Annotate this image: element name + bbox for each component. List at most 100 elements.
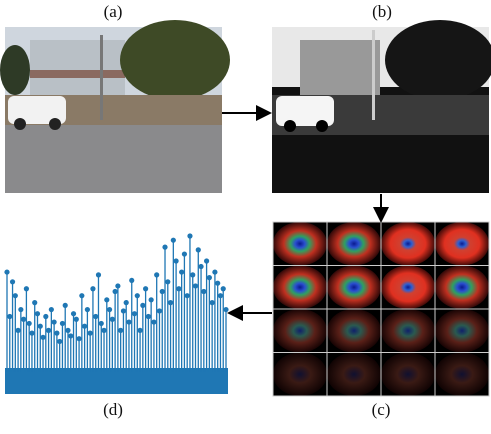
stem-marker [82, 324, 87, 329]
stem-marker [13, 293, 18, 298]
stem-marker [221, 286, 226, 291]
stem-marker [218, 293, 223, 298]
stem-marker [196, 247, 201, 252]
stem-marker [43, 314, 48, 319]
stem-marker [179, 269, 184, 274]
stem-marker [49, 307, 54, 312]
stem-marker [96, 272, 101, 277]
stem-marker [210, 300, 215, 305]
stem-marker [113, 289, 118, 294]
stem-marker [46, 328, 51, 333]
stem-marker [52, 319, 57, 324]
stem-marker [74, 317, 79, 322]
stem-marker [151, 319, 156, 324]
stem-marker [154, 272, 159, 277]
stem-marker [79, 293, 84, 298]
feature-map [273, 309, 327, 353]
panel-label: (a) [104, 2, 123, 21]
stem-marker [24, 286, 29, 291]
feature-map [327, 353, 381, 397]
panel-label: (c) [372, 400, 391, 419]
stem-marker [162, 245, 167, 250]
stem-marker [165, 279, 170, 284]
stem-marker [29, 331, 34, 336]
stem-marker [121, 308, 126, 313]
feature-map [327, 222, 381, 266]
stem-marker [176, 286, 181, 291]
stem-marker [65, 328, 70, 333]
stem-marker [215, 281, 220, 286]
stem-marker [198, 264, 203, 269]
feature-map [381, 309, 435, 353]
feature-map [381, 353, 435, 397]
feature-map [435, 309, 489, 353]
stem-marker [201, 289, 206, 294]
photo-a [0, 20, 230, 193]
stem-marker [4, 269, 9, 274]
stem-marker [110, 317, 115, 322]
feature-map [273, 222, 327, 266]
stem-marker [143, 286, 148, 291]
feature-map [435, 222, 489, 266]
feature-map [435, 353, 489, 397]
stem-marker [212, 269, 217, 274]
stem-marker [190, 272, 195, 277]
stem-marker [182, 251, 187, 256]
stem-marker [193, 283, 198, 288]
feature-map [273, 266, 327, 310]
stem-marker [140, 303, 145, 308]
stem-marker [85, 307, 90, 312]
stem-marker [38, 324, 43, 329]
stem-marker [101, 328, 106, 333]
stem-marker [60, 321, 65, 326]
stem-marker [204, 258, 209, 263]
panel-label: (b) [372, 2, 392, 21]
stem-marker [88, 331, 93, 336]
stem-marker [124, 300, 129, 305]
stem-marker [63, 303, 68, 308]
stem-marker [132, 311, 137, 316]
stem-marker [223, 307, 228, 312]
feature-map [381, 266, 435, 310]
stem-marker [207, 275, 212, 280]
stem-plot [4, 233, 228, 394]
stem-marker [68, 333, 73, 338]
stem-marker [76, 336, 81, 341]
photo-b [272, 20, 491, 193]
feature-map [273, 353, 327, 397]
stem-marker [99, 321, 104, 326]
feature-map [435, 266, 489, 310]
stem-marker [10, 279, 15, 284]
stem-marker [35, 311, 40, 316]
stem-marker [137, 328, 142, 333]
feature-map [381, 222, 435, 266]
stem-marker [21, 317, 26, 322]
stem-marker [168, 300, 173, 305]
stem-marker [157, 308, 162, 313]
stem-marker [27, 321, 32, 326]
stem-marker [71, 311, 76, 316]
stem-marker [40, 335, 45, 340]
stem-marker [18, 307, 23, 312]
stem-marker [187, 233, 192, 238]
stem-marker [185, 293, 190, 298]
stem-marker [57, 339, 62, 344]
stem-marker [90, 286, 95, 291]
panel-label: (d) [103, 400, 123, 419]
feature-map [327, 309, 381, 353]
stem-marker [93, 314, 98, 319]
stem-marker [115, 283, 120, 288]
noise-floor [5, 368, 228, 394]
stem-marker [7, 314, 12, 319]
stem-marker [32, 300, 37, 305]
stem-marker [54, 331, 59, 336]
stem-marker [107, 307, 112, 312]
stem-marker [149, 297, 154, 302]
feature-map [327, 266, 381, 310]
stem-marker [104, 297, 109, 302]
stem-marker [126, 319, 131, 324]
feature-grid [273, 222, 489, 396]
stem-marker [146, 314, 151, 319]
stem-marker [118, 328, 123, 333]
stem-marker [15, 328, 20, 333]
